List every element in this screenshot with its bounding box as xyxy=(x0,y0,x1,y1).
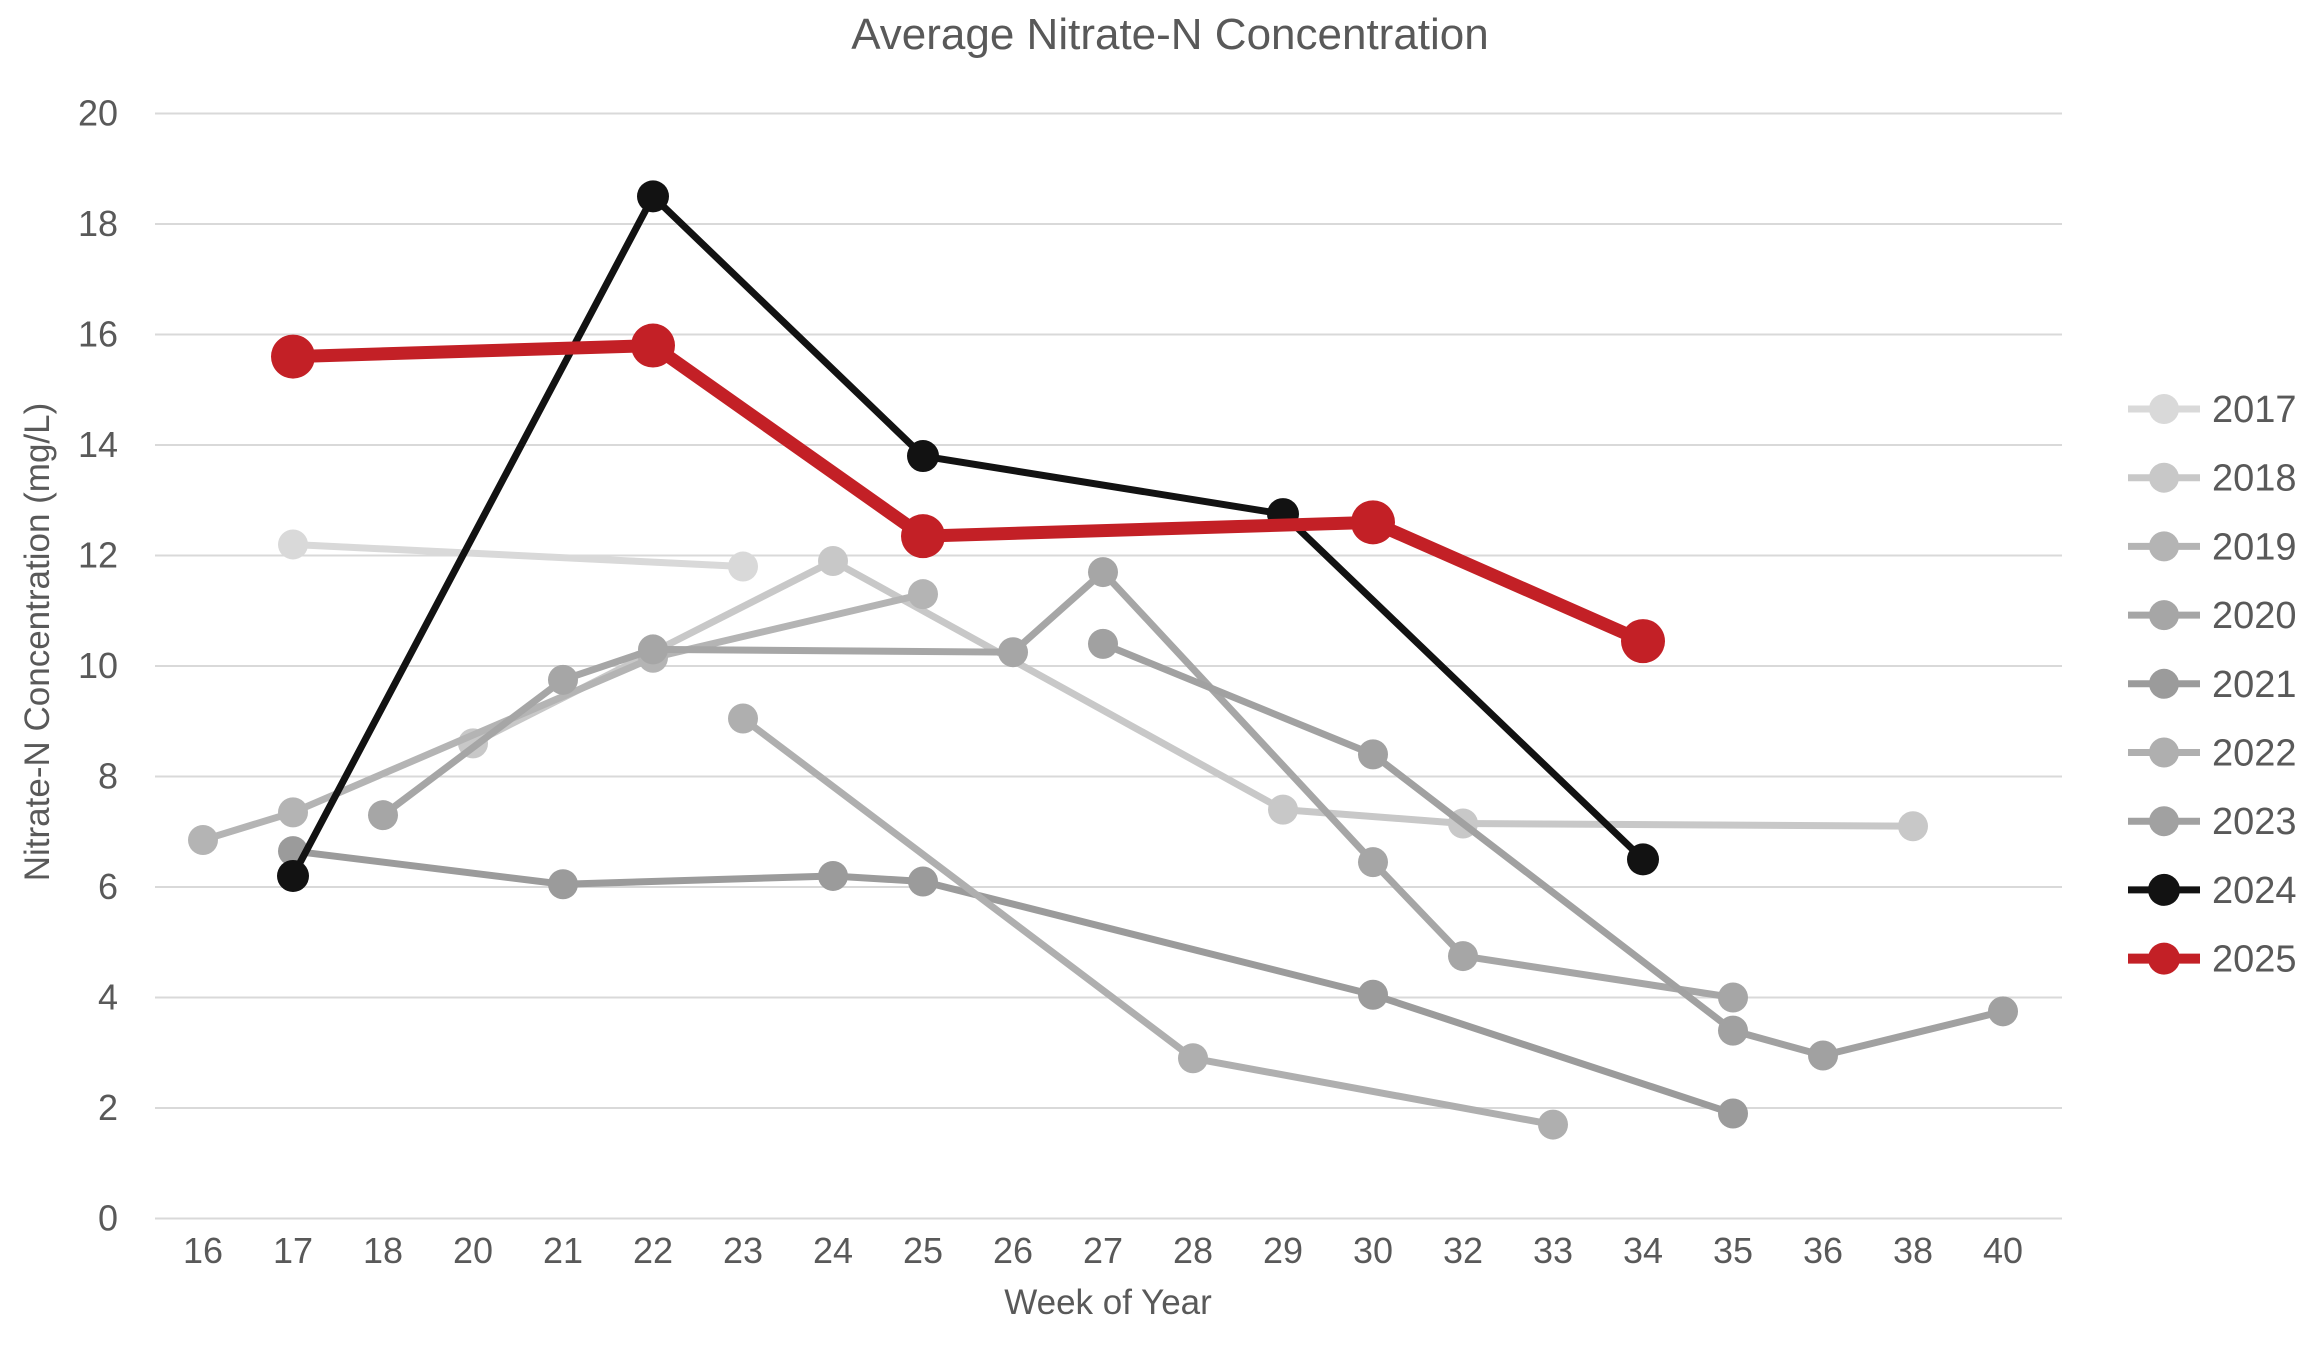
x-tick-label-38: 38 xyxy=(1893,1230,1933,1271)
series-2017-marker-week-23 xyxy=(728,551,758,582)
legend-label-2021: 2021 xyxy=(2212,664,2297,706)
x-tick-label-27: 27 xyxy=(1083,1230,1123,1271)
x-tick-label-23: 23 xyxy=(723,1230,763,1271)
series-2024-marker-week-34 xyxy=(1627,843,1659,876)
chart-title: Average Nitrate-N Concentration xyxy=(851,10,1489,59)
series-2017-marker-week-17 xyxy=(278,529,308,560)
y-tick-label-16: 16 xyxy=(78,314,118,355)
series-2020-marker-week-22 xyxy=(638,634,668,665)
x-tick-label-25: 25 xyxy=(903,1230,943,1271)
y-tick-label-2: 2 xyxy=(98,1087,118,1128)
series-2022-marker-week-23 xyxy=(728,703,758,734)
y-tick-label-14: 14 xyxy=(78,424,118,465)
y-tick-label-8: 8 xyxy=(98,756,118,797)
series-2019-marker-week-17 xyxy=(278,797,308,828)
x-tick-label-34: 34 xyxy=(1623,1230,1663,1271)
x-tick-label-26: 26 xyxy=(993,1230,1033,1271)
legend-swatch-marker-2020 xyxy=(2149,600,2179,631)
x-tick-label-24: 24 xyxy=(813,1230,853,1271)
series-2022-marker-week-33 xyxy=(1538,1109,1568,1140)
legend-label-2018: 2018 xyxy=(2212,458,2297,500)
series-2020-marker-week-30 xyxy=(1358,847,1388,878)
series-2020-marker-week-21 xyxy=(548,664,578,695)
legend-swatch-marker-2021 xyxy=(2149,668,2179,699)
x-tick-label-40: 40 xyxy=(1983,1230,2023,1271)
series-line-2018 xyxy=(469,557,1917,830)
y-tick-label-0: 0 xyxy=(98,1198,118,1239)
series-2023-marker-week-40 xyxy=(1988,996,2018,1027)
series-line-2023 xyxy=(1099,640,2007,1060)
series-line-2021 xyxy=(289,847,1737,1118)
series-2020-marker-week-35 xyxy=(1718,982,1748,1013)
series-2020-marker-week-27 xyxy=(1088,557,1118,588)
x-tick-label-22: 22 xyxy=(633,1230,673,1271)
x-tick-label-28: 28 xyxy=(1173,1230,1213,1271)
series-2020-marker-week-32 xyxy=(1448,941,1478,972)
x-tick-label-33: 33 xyxy=(1533,1230,1573,1271)
series-2025-marker-week-30 xyxy=(1351,500,1395,545)
legend-label-2022: 2022 xyxy=(2212,733,2297,775)
x-tick-label-17: 17 xyxy=(273,1230,313,1271)
series-2025-marker-week-17 xyxy=(271,334,315,379)
x-tick-label-20: 20 xyxy=(453,1230,493,1271)
x-axis-title: Week of Year xyxy=(1004,1283,1212,1322)
series-2023-marker-week-30 xyxy=(1358,739,1388,770)
legend-swatch-marker-2018 xyxy=(2149,462,2179,493)
series-2018-marker-week-29 xyxy=(1268,794,1298,825)
legend-label-2019: 2019 xyxy=(2212,526,2297,568)
series-2021-marker-week-24 xyxy=(818,860,848,891)
series-2021-marker-week-30 xyxy=(1358,979,1388,1010)
legend-swatch-marker-2025 xyxy=(2148,942,2180,975)
series-line-2017 xyxy=(289,540,747,571)
series-2024-marker-week-17 xyxy=(277,859,309,892)
x-tick-label-36: 36 xyxy=(1803,1230,1843,1271)
series-2023-marker-week-27 xyxy=(1088,628,1118,659)
series-2018-marker-week-24 xyxy=(818,546,848,577)
series-2024-marker-week-22 xyxy=(637,180,669,213)
series-2023-marker-week-35 xyxy=(1718,1015,1748,1046)
series-2023-marker-week-36 xyxy=(1808,1040,1838,1071)
legend-label-2024: 2024 xyxy=(2212,870,2297,912)
series-2022-marker-week-28 xyxy=(1178,1043,1208,1074)
legend-label-2025: 2025 xyxy=(2212,939,2297,981)
series-2018-marker-week-38 xyxy=(1898,811,1928,842)
y-tick-label-10: 10 xyxy=(78,645,118,686)
legend-swatch-marker-2024 xyxy=(2148,873,2180,906)
x-tick-label-30: 30 xyxy=(1353,1230,1393,1271)
x-tick-label-18: 18 xyxy=(363,1230,403,1271)
y-tick-label-12: 12 xyxy=(78,535,118,576)
series-2020-marker-week-26 xyxy=(998,637,1028,668)
series-2019-marker-week-16 xyxy=(188,825,218,856)
legend-swatch-marker-2017 xyxy=(2149,394,2179,424)
legend-label-2017: 2017 xyxy=(2212,389,2297,431)
y-tick-label-20: 20 xyxy=(78,93,118,134)
legend-swatch-marker-2023 xyxy=(2149,806,2179,837)
y-tick-label-6: 6 xyxy=(98,866,118,907)
x-tick-label-29: 29 xyxy=(1263,1230,1303,1271)
series-2025-marker-week-22 xyxy=(631,323,675,368)
x-tick-label-16: 16 xyxy=(183,1230,223,1271)
series-2020-marker-week-18 xyxy=(368,800,398,831)
legend-label-2020: 2020 xyxy=(2212,595,2297,637)
series-2024-marker-week-25 xyxy=(907,440,939,473)
x-tick-label-32: 32 xyxy=(1443,1230,1483,1271)
series-line-2019 xyxy=(199,590,927,844)
series-2025-marker-week-25 xyxy=(901,514,945,559)
series-2021-marker-week-21 xyxy=(548,869,578,900)
x-tick-label-35: 35 xyxy=(1713,1230,1753,1271)
legend-label-2023: 2023 xyxy=(2212,801,2297,843)
series-2021-marker-week-35 xyxy=(1718,1098,1748,1129)
series-2021-marker-week-25 xyxy=(908,866,938,897)
series-2025-marker-week-34 xyxy=(1621,619,1665,664)
series-line-2020 xyxy=(379,568,1737,1001)
x-tick-label-21: 21 xyxy=(543,1230,583,1271)
series-2019-marker-week-25 xyxy=(908,579,938,610)
y-tick-label-18: 18 xyxy=(78,203,118,244)
legend-swatch-marker-2022 xyxy=(2149,737,2179,768)
legend-swatch-marker-2019 xyxy=(2149,531,2179,562)
y-tick-label-4: 4 xyxy=(98,977,118,1018)
